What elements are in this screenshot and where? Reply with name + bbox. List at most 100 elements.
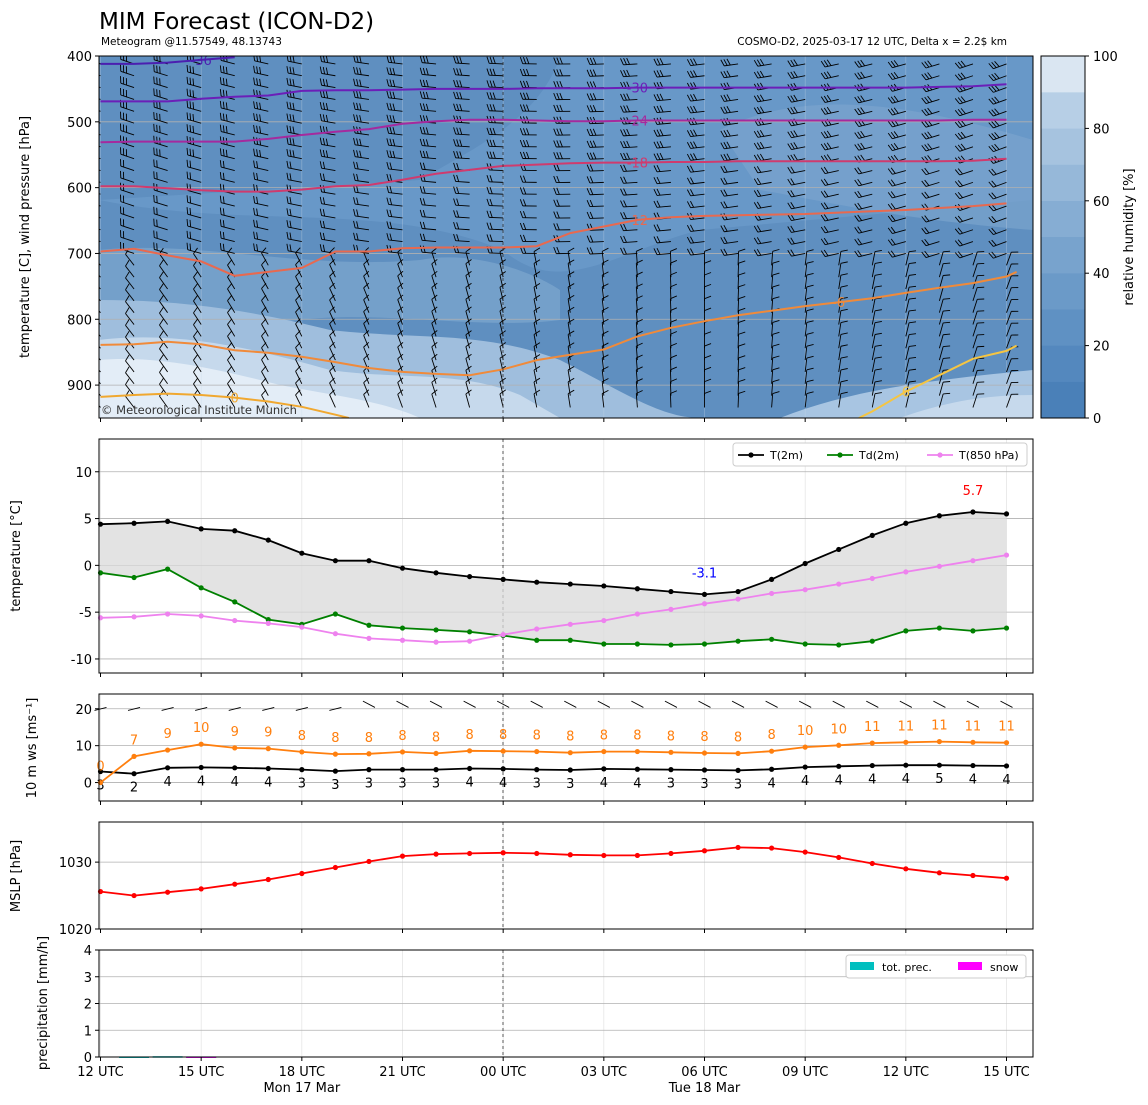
wind-barb-feather (325, 67, 329, 75)
wind-barb-feather (988, 193, 994, 200)
wind-barb-shaft (388, 109, 403, 112)
wind-barb-shaft (422, 251, 437, 254)
wind-barb-feather (723, 153, 728, 161)
wind-value-label: 3 (566, 777, 574, 792)
wind-barb-shaft (771, 322, 774, 337)
wind-barb-feather (256, 208, 259, 216)
isotherm-label: 0 (231, 392, 239, 407)
wind-barb-feather (854, 227, 860, 234)
t2m-point (869, 532, 875, 539)
wind-barb-feather (726, 58, 731, 66)
wind-barb-shaft (656, 63, 671, 66)
wind-barb-feather (256, 172, 259, 181)
wind-barb-feather (994, 60, 1000, 67)
wind-barb-shaft (858, 205, 873, 210)
wind-barb-feather (589, 105, 594, 112)
surface-wind-barb (765, 700, 778, 708)
wind-barb-shaft (455, 204, 470, 207)
wind-barb-shaft (737, 393, 740, 408)
wind-barb-feather (431, 294, 438, 300)
wind-barb-shaft (397, 323, 403, 337)
wind-barb-feather (909, 333, 917, 336)
wind-barb-feather (295, 365, 301, 372)
wind-barb-feather (686, 177, 691, 185)
wind-barb-feather (465, 294, 472, 300)
wind-barb-shaft (321, 84, 336, 89)
wind-barb-shaft (288, 167, 302, 171)
wind-barb-feather (693, 141, 698, 148)
wind-barb-feather (957, 251, 963, 258)
wind-barb-shaft (533, 346, 538, 361)
wind-barb-feather (319, 244, 323, 252)
wind-barb-feather (92, 296, 95, 302)
wind-barb-feather (522, 175, 527, 183)
wind-barb-feather (753, 131, 759, 138)
wind-barb-feather (363, 270, 370, 277)
wind-barb-feather (857, 214, 863, 221)
wind-barb-feather (826, 130, 832, 137)
wind-barb-shaft (771, 251, 774, 266)
wind-barb-shaft (959, 170, 974, 176)
wind-barb-shaft (193, 277, 202, 290)
wind-barb-feather (954, 192, 961, 199)
wind-barb-shaft (159, 372, 168, 385)
wind-barb-feather (793, 71, 798, 78)
wind-barb-feather (586, 93, 591, 101)
wind-barb-shaft (455, 62, 470, 65)
mslp-point (668, 850, 674, 857)
wind-barb-shaft (455, 181, 470, 183)
wind-barb-shaft (154, 154, 168, 160)
wind-barb-feather (790, 190, 795, 197)
wind-barb-feather (465, 282, 472, 288)
colorbar-band (1041, 273, 1085, 310)
wind-barb-feather (397, 377, 404, 383)
wind-barb-shaft (125, 372, 135, 385)
wind-barb-feather (840, 285, 848, 288)
td2m-point (232, 599, 238, 605)
wind-barb-shaft (905, 381, 910, 396)
wind-barb-feather (492, 104, 496, 112)
wind-value-label: 11 (864, 720, 881, 735)
wind-barb-shaft (757, 229, 772, 233)
wind-barb-shaft (656, 146, 671, 149)
wind-barb-feather (465, 342, 472, 347)
wind-barb-shaft (422, 156, 437, 160)
wind-barb-shaft (321, 203, 336, 207)
surface-wind-barb (262, 707, 275, 711)
wind-barb-shaft (724, 122, 739, 126)
wind-barb-shaft (905, 310, 910, 325)
wind-barb-feather (720, 154, 725, 161)
wind-barb-feather (686, 224, 691, 232)
wind-barb-feather (586, 176, 591, 184)
day-label: Mon 17 Mar (263, 1081, 340, 1096)
wind-barb-shaft (724, 146, 739, 150)
wind-barb-feather (319, 66, 323, 74)
wind-barb-feather (653, 58, 658, 66)
wind-barb-shaft (363, 287, 370, 302)
wind-barb-feather (319, 78, 323, 86)
wind-barb-shaft (993, 75, 1007, 81)
wind-barb-shaft (489, 86, 504, 89)
wind-barb-feather (319, 161, 323, 169)
wind-barb-shaft (363, 394, 370, 408)
wind-value-label: 4 (902, 772, 910, 787)
wind-barb-shaft (489, 216, 504, 219)
wind-barb-shaft (972, 263, 978, 278)
wind-barb-feather (556, 223, 560, 231)
wind-barb-feather (92, 379, 95, 385)
isotherm-label: -36 (191, 54, 212, 69)
wind-barb-feather (322, 173, 326, 181)
wind-barb-shaft (690, 158, 705, 161)
mean-wind-point (802, 764, 808, 770)
wind-barb-shaft (489, 98, 504, 100)
wind-barb-feather (723, 106, 728, 114)
wind-barb-feather (386, 233, 390, 241)
wind-barb-feather (759, 106, 765, 113)
wind-barb-feather (559, 116, 563, 124)
wind-barb-shaft (465, 251, 471, 266)
wind-barb-feather (253, 231, 256, 239)
wind-barb-feather (386, 221, 390, 229)
wind-barb-feather (319, 196, 323, 204)
